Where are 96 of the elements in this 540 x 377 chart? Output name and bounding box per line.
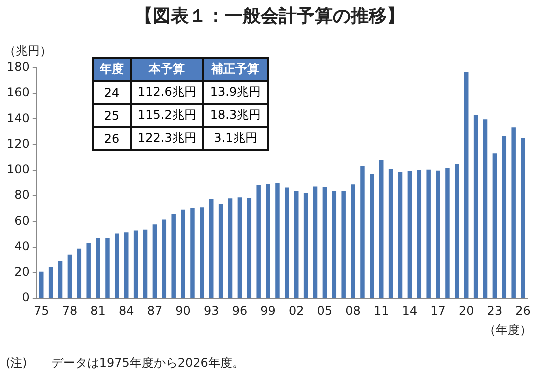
- bar: [58, 261, 63, 298]
- bar: [143, 230, 148, 298]
- y-tick-label: 20: [14, 265, 30, 280]
- x-tick-label: 99: [260, 304, 276, 318]
- y-tick-label: 100: [7, 162, 30, 177]
- bar: [417, 170, 422, 298]
- x-tick-label: 78: [62, 304, 78, 318]
- bar: [474, 115, 478, 298]
- bar: [200, 208, 204, 298]
- x-tick-label: 84: [118, 304, 134, 318]
- bar: [285, 188, 290, 298]
- bar: [492, 154, 498, 298]
- bar: [209, 199, 214, 298]
- bar: [124, 232, 129, 298]
- bar: [247, 198, 252, 298]
- x-tick-label: 26: [516, 304, 531, 318]
- bar: [342, 190, 346, 298]
- bar: [228, 198, 233, 298]
- y-tick-label: 60: [14, 214, 30, 228]
- bar: [512, 128, 516, 298]
- bar: [162, 220, 167, 298]
- bar: [379, 160, 384, 298]
- annotation: 24: [93, 81, 131, 104]
- bar: [266, 184, 270, 298]
- bar: [134, 230, 138, 298]
- bar: [502, 136, 507, 298]
- y-tick-label: 140: [7, 111, 30, 126]
- x-tick-label: 20: [458, 304, 474, 318]
- annotation: 本予算: [131, 58, 204, 81]
- bar: [398, 172, 403, 298]
- bar: [313, 186, 318, 298]
- x-tick-label: 75: [34, 304, 50, 318]
- y-axis-title: （兆円）: [4, 43, 52, 60]
- bar: [426, 170, 431, 298]
- bar: [181, 210, 186, 298]
- annotation: 年度: [93, 58, 131, 81]
- x-tick-label: 11: [374, 304, 390, 318]
- annotation: 補正予算: [203, 58, 268, 81]
- annotation: 112.6兆円: [131, 81, 204, 104]
- y-tick-label: 180: [7, 60, 30, 74]
- bar: [48, 267, 54, 298]
- x-tick-label: 93: [204, 304, 220, 318]
- annotation: 115.2兆円: [131, 104, 204, 127]
- x-axis-title: （年度）: [484, 322, 532, 339]
- bar: [68, 254, 72, 298]
- bar: [238, 198, 242, 298]
- bar: [408, 171, 412, 298]
- y-tick-label: 40: [14, 239, 30, 254]
- bar: [96, 238, 100, 298]
- y-tick-label: 160: [7, 86, 30, 100]
- y-tick-label: 120: [7, 136, 30, 151]
- annotation: 25: [93, 104, 131, 127]
- bar: [218, 204, 224, 298]
- text: (注) データは1975年度から2026年度。: [6, 355, 244, 372]
- bar: [455, 164, 460, 298]
- x-tick-label: 17: [430, 304, 446, 318]
- bar: [77, 248, 82, 298]
- bar: [360, 166, 365, 298]
- annotation: 26: [93, 127, 131, 150]
- bar: [351, 184, 356, 298]
- bar: [106, 238, 110, 298]
- x-tick-label: 05: [317, 304, 333, 318]
- chart-title: 【図表１：一般会計予算の推移】: [134, 5, 406, 28]
- y-tick-label: 0: [22, 290, 30, 305]
- x-tick-label: 90: [176, 304, 191, 318]
- bar: [436, 170, 440, 298]
- bar: [521, 138, 526, 298]
- annotation: 3.1兆円: [203, 127, 268, 150]
- bar: [304, 193, 308, 298]
- y-tick-label: 80: [14, 188, 30, 202]
- bar: [115, 234, 120, 298]
- bar: [40, 272, 44, 298]
- bar: [446, 168, 450, 298]
- x-tick-label: 08: [346, 304, 361, 318]
- x-tick-label: 87: [147, 304, 163, 318]
- bar: [172, 214, 176, 298]
- annotation: 18.3兆円: [203, 104, 268, 127]
- bar: [256, 184, 261, 298]
- bar: [276, 183, 280, 298]
- annotation: 13.9兆円: [203, 81, 268, 104]
- bar: [190, 208, 195, 298]
- bar: [388, 169, 394, 298]
- x-tick-label: 14: [402, 304, 418, 318]
- bar: [152, 224, 158, 298]
- annotation: 122.3兆円: [131, 127, 204, 150]
- x-tick-label: 81: [90, 304, 106, 318]
- bar: [322, 187, 328, 298]
- x-tick-label: 02: [288, 304, 304, 318]
- bar: [86, 243, 91, 298]
- x-tick-label: 96: [232, 304, 248, 318]
- bar: [483, 120, 488, 298]
- bar: [294, 190, 299, 298]
- bar: [464, 72, 469, 298]
- bar: [332, 191, 337, 298]
- bar: [370, 174, 374, 298]
- x-tick-label: 23: [487, 304, 503, 318]
